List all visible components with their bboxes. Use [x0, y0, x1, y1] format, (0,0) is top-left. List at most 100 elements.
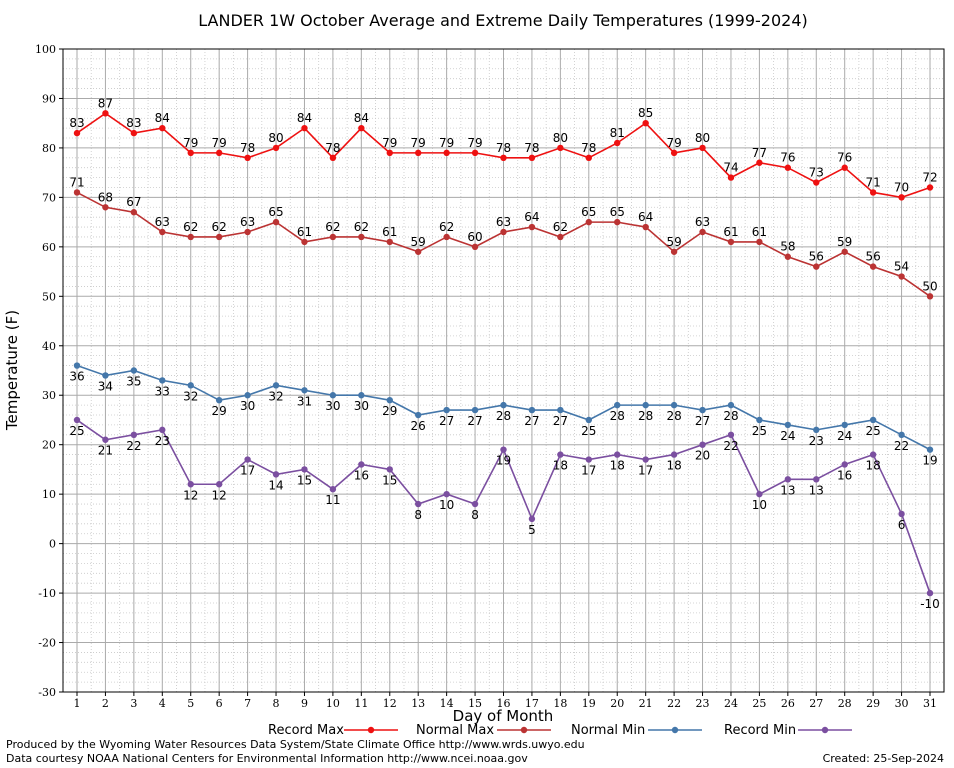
- data-label: 28: [666, 409, 681, 423]
- data-point: [187, 149, 194, 157]
- data-label: 18: [865, 459, 880, 473]
- data-label: 62: [553, 220, 568, 234]
- data-label: 25: [752, 424, 767, 438]
- x-tick-label: 3: [130, 697, 137, 710]
- data-label: 16: [837, 468, 852, 482]
- data-point: [471, 406, 479, 414]
- data-label: 73: [809, 166, 824, 180]
- data-label: 10: [752, 498, 767, 512]
- data-label: 18: [553, 459, 568, 473]
- data-label: 65: [268, 205, 283, 219]
- data-label: 27: [553, 414, 568, 428]
- data-point: [926, 184, 934, 191]
- y-tick-label: 0: [49, 538, 56, 551]
- data-label: 8: [414, 508, 422, 522]
- data-label: 67: [126, 195, 141, 209]
- data-point: [841, 164, 848, 171]
- legend-item-record-min: Record Min: [724, 723, 852, 738]
- data-point: [415, 149, 422, 157]
- data-point: [329, 154, 337, 162]
- y-tick-label: 60: [42, 241, 56, 254]
- data-label: 19: [496, 454, 511, 468]
- data-point: [130, 367, 138, 374]
- data-point: [215, 481, 223, 488]
- x-axis-ticks: 1 2 3 4 5 6 7 8 9 10 11 12 13 14 15 16 17 18 19 20 21 22 23 24 2…: [74, 692, 937, 710]
- data-label: 22: [894, 439, 909, 453]
- x-tick-label: 30: [895, 697, 909, 710]
- data-point: [898, 194, 905, 201]
- data-label: 78: [524, 141, 539, 155]
- data-label: 63: [240, 215, 255, 229]
- data-point: [784, 421, 792, 429]
- x-tick-label: 22: [667, 697, 681, 710]
- data-label: 35: [126, 375, 141, 389]
- data-label: 83: [126, 116, 141, 130]
- data-point: [415, 500, 422, 508]
- data-point: [301, 238, 308, 246]
- data-label: 11: [325, 493, 340, 507]
- data-point: [784, 164, 792, 171]
- x-tick-label: 18: [553, 697, 567, 710]
- legend-item-normal-min: Normal Min: [571, 723, 702, 738]
- data-point: [585, 416, 592, 424]
- data-label: 62: [212, 220, 227, 234]
- data-point: [670, 401, 678, 409]
- x-tick-label: 31: [923, 697, 937, 710]
- x-tick-label: 13: [411, 697, 425, 710]
- series-normal-max: 71 68 67 63 62 62 63 65 61 62 62 61 59 62 60 63 64 62 65 65…: [69, 175, 938, 300]
- data-label: 10: [439, 498, 454, 512]
- data-point: [500, 401, 507, 409]
- data-label: 63: [695, 215, 710, 229]
- series-record-min: 25 21 22 23 12 12 17 14 15 11 16 15 8 10 8 19 5 18 17 18 17 1…: [69, 416, 940, 611]
- data-point: [159, 124, 166, 132]
- x-tick-label: 20: [610, 697, 624, 710]
- data-label: 80: [695, 131, 710, 145]
- data-label: 6: [898, 518, 906, 532]
- legend-label: Normal Min: [571, 723, 645, 738]
- data-point: [443, 233, 450, 241]
- data-point: [869, 263, 877, 270]
- data-label: 79: [212, 136, 227, 150]
- data-label: 81: [610, 126, 625, 140]
- data-label: 18: [666, 459, 681, 473]
- data-label: 71: [865, 175, 880, 189]
- data-point: [869, 189, 877, 196]
- legend-label: Normal Max: [416, 723, 494, 738]
- x-tick-label: 4: [159, 697, 166, 710]
- data-point: [926, 589, 934, 597]
- legend-label: Record Max: [268, 723, 344, 738]
- data-point: [756, 238, 763, 246]
- data-label: 79: [183, 136, 198, 150]
- data-point: [528, 223, 536, 231]
- footer-credit-2: Data courtesy NOAA National Centers for …: [6, 752, 528, 765]
- data-point: [386, 466, 393, 473]
- x-tick-label: 28: [838, 697, 852, 710]
- data-point: [358, 392, 365, 399]
- data-point: [215, 149, 223, 157]
- legend-item-record-max: Record Max: [268, 723, 398, 738]
- data-label: 78: [325, 141, 340, 155]
- data-point: [642, 119, 649, 127]
- data-label: 36: [69, 370, 84, 384]
- data-label: 32: [183, 389, 198, 403]
- data-point: [585, 218, 592, 226]
- data-point: [130, 209, 138, 216]
- data-label: 79: [382, 136, 397, 150]
- data-label: 59: [837, 235, 852, 249]
- data-label: 76: [780, 151, 795, 165]
- data-label: 59: [666, 235, 681, 249]
- data-label: 78: [581, 141, 596, 155]
- data-label: 70: [894, 180, 909, 194]
- data-point: [670, 149, 678, 157]
- data-label: 79: [439, 136, 454, 150]
- data-point: [869, 451, 877, 458]
- data-point: [386, 238, 393, 246]
- data-label: 13: [809, 483, 824, 497]
- x-tick-label: 29: [866, 697, 880, 710]
- data-label: 34: [98, 379, 113, 393]
- data-point: [642, 401, 649, 409]
- data-point: [244, 154, 251, 162]
- data-label: 18: [610, 459, 625, 473]
- x-tick-label: 21: [639, 697, 653, 710]
- data-point: [898, 273, 905, 280]
